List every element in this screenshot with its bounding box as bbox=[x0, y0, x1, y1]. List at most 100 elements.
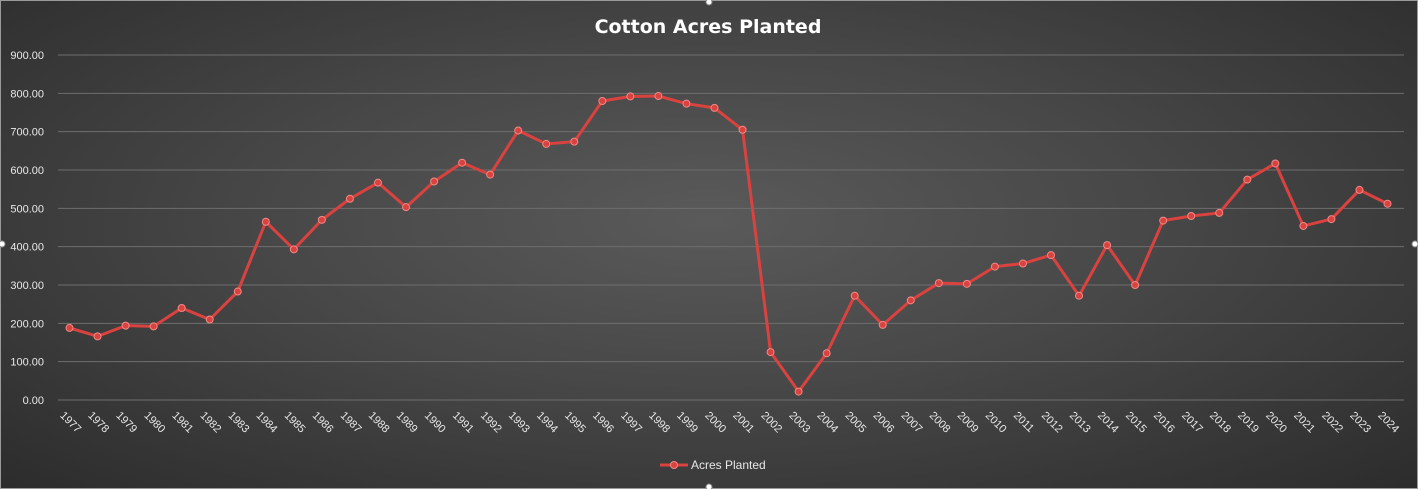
y-tick-label: 500.00 bbox=[10, 203, 44, 215]
data-point bbox=[205, 315, 214, 324]
x-tick-label: 1985 bbox=[282, 410, 308, 436]
data-point bbox=[598, 97, 607, 105]
x-tick-label: 1992 bbox=[478, 410, 504, 436]
x-tick-label: 2006 bbox=[871, 410, 897, 436]
x-tick-label: 2010 bbox=[983, 410, 1009, 436]
x-axis-ticks: 1977 1978 1979 1980 1981 1982 1983 1984 1985 1986… bbox=[57, 410, 1401, 436]
data-point bbox=[542, 139, 551, 148]
x-tick-label: 1980 bbox=[142, 410, 168, 436]
data-point bbox=[402, 203, 411, 212]
x-tick-label: 2001 bbox=[730, 410, 756, 436]
x-tick-label: 1991 bbox=[450, 410, 476, 436]
y-tick-label: 900.00 bbox=[10, 50, 44, 62]
x-tick-label: 2005 bbox=[843, 410, 869, 436]
chart-title: Cotton Acres Planted bbox=[595, 16, 822, 38]
data-point bbox=[626, 92, 635, 101]
data-point bbox=[1327, 215, 1336, 224]
x-tick-label: 2011 bbox=[1011, 410, 1036, 435]
data-point bbox=[514, 126, 523, 135]
data-point bbox=[934, 279, 943, 288]
x-tick-label: 1996 bbox=[590, 410, 616, 436]
data-point bbox=[1018, 259, 1027, 268]
series-line bbox=[69, 94, 1389, 394]
x-tick-label: 1978 bbox=[85, 410, 111, 436]
data-point bbox=[682, 99, 691, 108]
resize-handle-top[interactable] bbox=[705, 0, 713, 6]
data-point bbox=[878, 320, 887, 329]
data-point bbox=[738, 125, 747, 134]
data-point bbox=[1159, 216, 1168, 225]
data-point bbox=[766, 348, 775, 357]
x-tick-label: 2023 bbox=[1347, 410, 1373, 436]
x-tick-label: 1994 bbox=[534, 410, 560, 436]
x-tick-label: 1982 bbox=[198, 410, 224, 436]
x-tick-label: 2002 bbox=[758, 410, 784, 436]
x-tick-label: 2012 bbox=[1039, 410, 1065, 436]
series-acres-planted bbox=[65, 92, 1392, 396]
data-point bbox=[261, 217, 270, 226]
x-tick-label: 2013 bbox=[1067, 410, 1093, 436]
data-point bbox=[1215, 208, 1224, 217]
data-point bbox=[65, 323, 74, 332]
data-point bbox=[710, 103, 719, 112]
data-point bbox=[906, 296, 915, 305]
x-tick-label: 1995 bbox=[562, 410, 588, 436]
x-tick-label: 2016 bbox=[1151, 410, 1177, 436]
x-tick-label: 2015 bbox=[1123, 410, 1149, 436]
x-tick-label: 2017 bbox=[1179, 410, 1205, 436]
legend-marker bbox=[670, 461, 678, 469]
resize-handle-bottom[interactable] bbox=[705, 483, 713, 489]
data-point bbox=[1131, 281, 1140, 289]
x-tick-label: 1998 bbox=[646, 410, 672, 436]
data-point bbox=[1103, 241, 1112, 250]
resize-handle-right[interactable] bbox=[1411, 240, 1418, 248]
data-point bbox=[1046, 251, 1055, 260]
legend: Acres Planted bbox=[660, 458, 766, 472]
y-axis-ticks: 0.00 100.00 200.00 300.00 400.00 500.00 600.00… bbox=[10, 50, 44, 407]
y-tick-label: 100.00 bbox=[10, 357, 44, 369]
data-point bbox=[149, 322, 158, 331]
x-tick-label: 2004 bbox=[815, 410, 841, 436]
x-tick-label: 1981 bbox=[170, 410, 196, 436]
x-tick-label: 1983 bbox=[226, 410, 252, 436]
data-point bbox=[486, 170, 495, 179]
data-point bbox=[177, 304, 186, 312]
y-tick-label: 0.00 bbox=[23, 395, 44, 407]
x-tick-label: 2021 bbox=[1291, 410, 1317, 436]
y-tick-label: 300.00 bbox=[10, 280, 44, 292]
x-tick-label: 2007 bbox=[899, 410, 925, 436]
resize-handle-left[interactable] bbox=[0, 240, 6, 248]
y-tick-label: 200.00 bbox=[10, 318, 44, 330]
data-point bbox=[1383, 199, 1392, 208]
data-point bbox=[430, 177, 439, 186]
data-point bbox=[1299, 221, 1308, 230]
x-tick-label: 1989 bbox=[394, 410, 420, 436]
x-tick-label: 2022 bbox=[1319, 410, 1345, 436]
x-tick-label: 2024 bbox=[1375, 410, 1401, 436]
data-point bbox=[654, 92, 663, 101]
data-point bbox=[373, 178, 382, 187]
data-point bbox=[233, 287, 242, 296]
data-point bbox=[1075, 291, 1084, 300]
data-point bbox=[962, 279, 971, 288]
data-point bbox=[121, 321, 130, 330]
data-point bbox=[458, 158, 467, 167]
x-tick-label: 1979 bbox=[113, 410, 139, 436]
data-point bbox=[345, 194, 354, 203]
gridlines bbox=[58, 54, 1404, 401]
x-tick-label: 2008 bbox=[927, 410, 953, 436]
data-point bbox=[1355, 185, 1364, 194]
data-point bbox=[1187, 212, 1196, 220]
data-point bbox=[794, 387, 803, 396]
y-tick-label: 800.00 bbox=[10, 88, 44, 100]
x-tick-label: 2003 bbox=[786, 410, 812, 436]
data-point bbox=[570, 137, 579, 146]
x-tick-label: 1984 bbox=[254, 410, 280, 436]
data-point bbox=[822, 349, 831, 358]
y-tick-label: 700.00 bbox=[10, 127, 44, 139]
data-point bbox=[317, 215, 326, 224]
x-tick-label: 2000 bbox=[702, 410, 728, 436]
